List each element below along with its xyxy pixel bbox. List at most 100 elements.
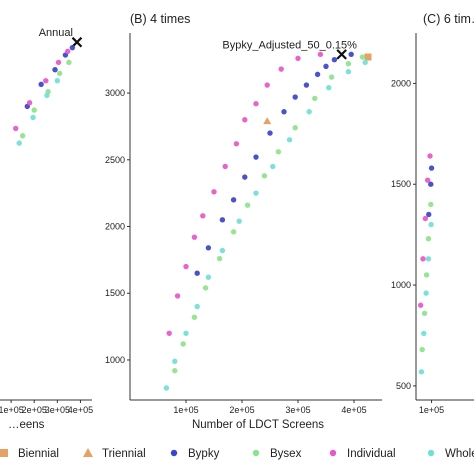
series-individual bbox=[166, 51, 324, 336]
data-point-whole bbox=[236, 218, 242, 224]
x-axis-title: …eens bbox=[8, 419, 45, 431]
x-tick-label: 2e+05 bbox=[229, 405, 254, 415]
series-bysex bbox=[19, 59, 72, 139]
series-triennial bbox=[263, 117, 272, 125]
series-bysex bbox=[419, 201, 434, 353]
series-whole bbox=[163, 59, 368, 391]
data-point-whole bbox=[30, 114, 36, 121]
data-point-biennial bbox=[364, 53, 372, 61]
legend-key bbox=[83, 448, 93, 457]
data-point-whole bbox=[253, 190, 259, 196]
data-point-individual bbox=[200, 213, 206, 219]
legend-item-whole: Whole bbox=[427, 448, 474, 460]
data-point-bypky bbox=[38, 81, 44, 88]
data-point-individual bbox=[427, 153, 433, 159]
x-axis-title: Number of LDCT Screens bbox=[192, 419, 324, 431]
legend-label: Individual bbox=[347, 448, 396, 460]
data-point-individual bbox=[13, 125, 19, 132]
data-point-whole bbox=[345, 69, 352, 75]
data-point-individual bbox=[264, 82, 270, 88]
panel-c: (C) 6 tim… 1e+05 500 1000 1500 2000 bbox=[391, 12, 474, 415]
data-point-bysex bbox=[261, 173, 268, 179]
legend-label: Whole bbox=[445, 448, 474, 460]
data-point-bysex bbox=[180, 341, 186, 347]
x-tick-label: 1e+05 bbox=[0, 405, 24, 415]
series-bypky bbox=[194, 51, 354, 276]
series-annual bbox=[336, 49, 347, 60]
data-point-triennial bbox=[263, 117, 272, 125]
panel-title: (B) 4 times bbox=[130, 12, 190, 26]
data-point-bysex bbox=[312, 95, 318, 102]
y-tick-label: 1000 bbox=[105, 355, 125, 365]
y-tick-label: 500 bbox=[396, 381, 411, 391]
data-point-bypky bbox=[69, 44, 76, 51]
y-tick-label: 2000 bbox=[105, 222, 125, 232]
data-point-whole bbox=[306, 109, 312, 115]
legend-key bbox=[170, 449, 178, 457]
series-whole bbox=[418, 221, 434, 375]
data-point-bysex bbox=[172, 367, 178, 374]
legend-key bbox=[329, 449, 337, 457]
legend-item-bypky: Bypky bbox=[170, 448, 220, 460]
data-point-whole bbox=[172, 358, 178, 364]
data-point-whole bbox=[425, 256, 432, 262]
data-point-bysex bbox=[292, 125, 298, 131]
data-point-bypky bbox=[303, 82, 310, 88]
series-annual bbox=[71, 36, 83, 48]
legend-key bbox=[427, 449, 435, 457]
data-point-individual bbox=[253, 101, 259, 107]
data-point-bysex bbox=[425, 235, 432, 242]
data-point-individual bbox=[26, 100, 33, 106]
data-point-bypky bbox=[253, 154, 259, 160]
data-point-whole bbox=[194, 303, 200, 310]
legend-label: Triennial bbox=[102, 448, 146, 460]
data-point-whole bbox=[428, 221, 434, 228]
data-point-individual bbox=[183, 263, 189, 270]
data-point-whole bbox=[16, 140, 22, 146]
series-individual bbox=[13, 48, 71, 132]
data-point-whole bbox=[270, 163, 276, 170]
data-point-whole bbox=[421, 330, 427, 337]
data-point-bysex bbox=[428, 201, 434, 208]
y-tick-label: 3000 bbox=[105, 88, 125, 98]
data-point-bypky bbox=[205, 245, 212, 251]
x-tick-label: 1e+05 bbox=[419, 405, 444, 415]
data-point-individual bbox=[278, 66, 284, 72]
data-point-bypky bbox=[426, 211, 432, 218]
series-whole bbox=[16, 78, 61, 146]
data-point-whole bbox=[183, 330, 189, 336]
series-individual bbox=[417, 153, 433, 308]
data-point-individual bbox=[222, 163, 228, 170]
data-point-annual bbox=[336, 49, 347, 60]
data-point-bysex bbox=[230, 229, 237, 235]
series-bysex bbox=[172, 54, 366, 374]
legend-item-bysex: Bysex bbox=[252, 448, 302, 460]
x-tick-label: 1e+05 bbox=[173, 405, 198, 415]
x-tick-label: 2e+05 bbox=[22, 405, 47, 415]
data-point-bysex bbox=[359, 54, 366, 60]
data-point-bypky bbox=[281, 109, 287, 115]
legend-label: Biennial bbox=[18, 448, 59, 460]
data-point-bypky bbox=[267, 130, 273, 136]
data-point-individual bbox=[422, 215, 429, 222]
data-point-bysex bbox=[423, 272, 430, 278]
series-biennial bbox=[364, 53, 372, 61]
y-tick-label: 1500 bbox=[391, 179, 411, 189]
data-point-individual bbox=[43, 78, 49, 84]
data-point-whole bbox=[54, 78, 61, 84]
data-point-individual bbox=[174, 293, 181, 299]
y-tick-label: 2500 bbox=[105, 155, 125, 165]
data-point-whole bbox=[219, 247, 226, 254]
data-point-whole bbox=[205, 274, 212, 280]
data-point-individual bbox=[166, 330, 172, 336]
data-point-bypky bbox=[323, 63, 329, 70]
data-point-individual bbox=[295, 55, 301, 62]
data-point-whole bbox=[418, 369, 425, 375]
data-point-bypky bbox=[314, 71, 321, 78]
data-point-individual bbox=[65, 48, 71, 55]
data-point-bysex bbox=[202, 285, 209, 291]
data-point-bysex bbox=[191, 314, 198, 320]
data-point-bysex bbox=[56, 70, 63, 77]
panel-title: (C) 6 tim… bbox=[423, 12, 474, 26]
